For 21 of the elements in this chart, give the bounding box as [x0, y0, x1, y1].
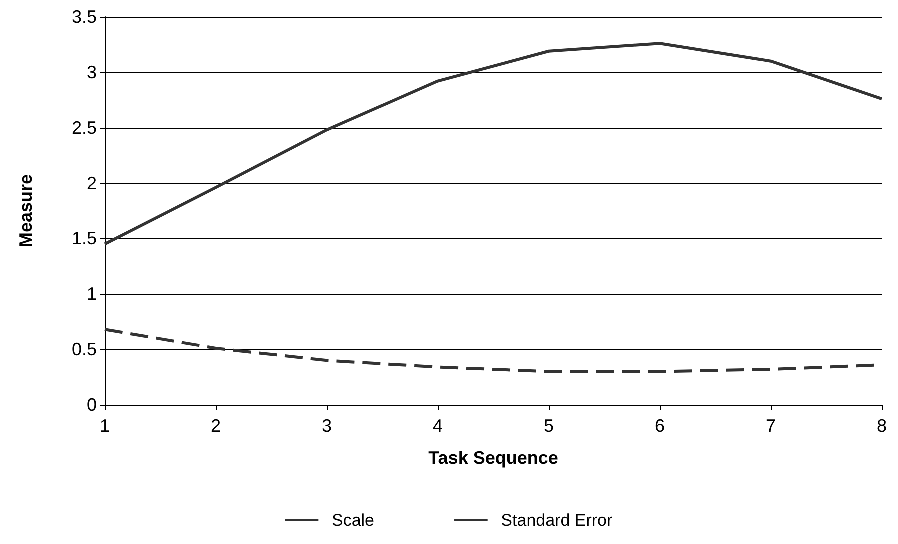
x-tick-label: 4	[432, 416, 444, 436]
y-tick-label: 1	[86, 284, 97, 304]
y-tick-label: 2.5	[72, 118, 97, 138]
x-tick-label: 8	[876, 416, 888, 436]
x-tick-label: 2	[210, 416, 222, 436]
y-tick-label: 1.5	[72, 228, 97, 249]
x-tick-label: 1	[100, 416, 110, 436]
x-tick-label: 6	[654, 416, 666, 436]
x-tick-label: 5	[544, 416, 554, 436]
x-axis-title: Task Sequence	[428, 448, 558, 468]
line-series	[104, 42, 884, 246]
y-tick-label: 3	[86, 62, 97, 82]
y-tick-label: 0	[86, 395, 97, 415]
legend-label: Standard Error	[501, 511, 614, 530]
x-tick-label: 3	[322, 416, 332, 436]
y-tick-label: 2	[86, 173, 97, 194]
y-axis-title: Measure	[16, 174, 36, 248]
x-tick-label: 7	[766, 416, 776, 436]
y-tick-label: 0.5	[72, 340, 97, 360]
legend-label: Scale	[332, 511, 375, 530]
y-tick-label: 3.5	[72, 7, 97, 27]
